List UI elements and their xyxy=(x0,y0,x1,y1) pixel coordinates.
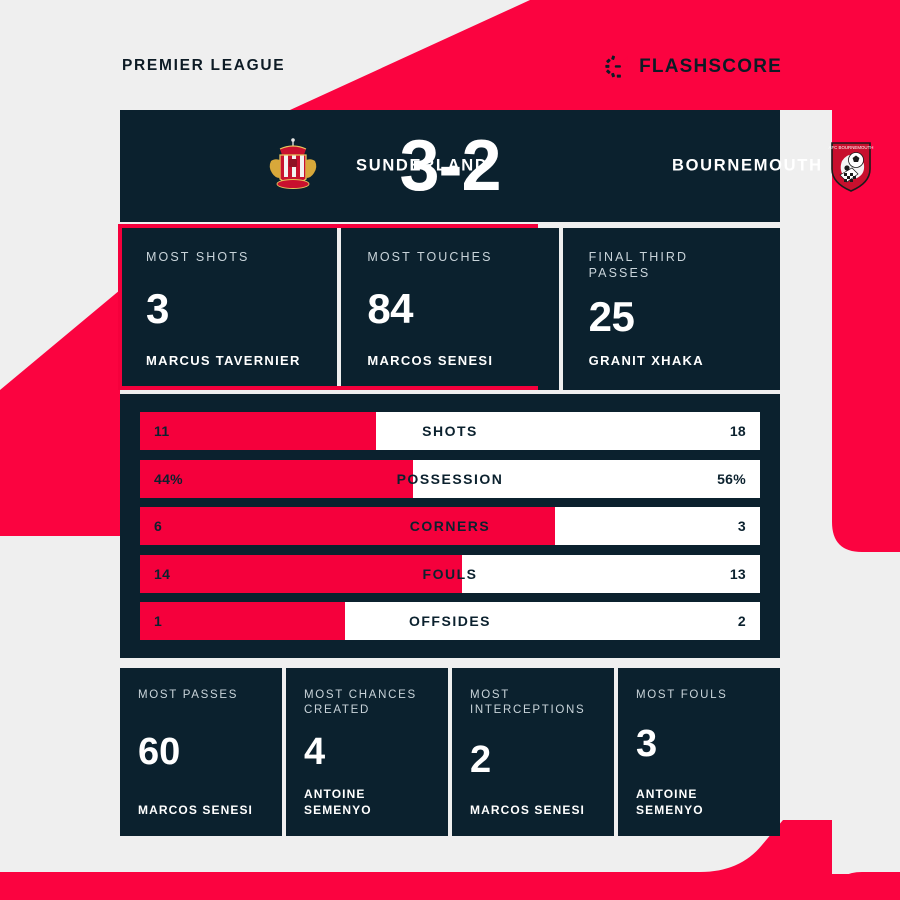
highlight-player: MARCOS SENESI xyxy=(367,353,494,369)
score-display: 3-2 xyxy=(399,126,501,206)
highlight-card: MOST SHOTS 3 MARCUS TAVERNIER xyxy=(120,228,338,390)
match-stats-comparison: 11 SHOTS 18 44% POSSESSION 56% 6 CORNERS… xyxy=(120,394,780,658)
stat-home-value: 1 xyxy=(154,613,163,629)
bottom-highlight-cards: MOST PASSES 60 MARCOS SENESI MOST CHANCE… xyxy=(120,668,780,836)
home-team-name: SUNDERLAND xyxy=(356,156,489,175)
highlight-card: MOST INTERCEPTIONS 2 MARCOS SENESI xyxy=(452,668,614,836)
highlight-card: MOST CHANCES CREATED 4 ANTOINE SEMENYO xyxy=(286,668,448,836)
stat-bar-home xyxy=(140,554,463,593)
sunderland-crest-icon xyxy=(262,135,324,197)
header: PREMIER LEAGUE FLASHSCORE xyxy=(0,0,900,110)
brand-name: FLASHSCORE xyxy=(639,55,782,77)
highlight-card: FINAL THIRD PASSES 25 GRANIT XHAKA xyxy=(562,228,780,390)
stat-away-value: 2 xyxy=(737,613,746,629)
highlight-card: MOST TOUCHES 84 MARCOS SENESI xyxy=(341,228,559,390)
accent-rule-left xyxy=(118,224,122,390)
stat-away-value: 3 xyxy=(737,518,746,534)
stat-label: SHOTS xyxy=(422,423,478,439)
stat-home-value: 11 xyxy=(154,423,170,439)
stat-bar-home xyxy=(140,459,413,498)
stat-bar-home xyxy=(140,412,376,450)
bournemouth-crest-icon: AFC BOURNEMOUTH xyxy=(820,135,882,197)
highlight-card: MOST PASSES 60 MARCOS SENESI xyxy=(120,668,282,836)
highlight-player: MARCUS TAVERNIER xyxy=(146,353,301,369)
highlight-title: MOST TOUCHES xyxy=(367,250,493,264)
away-team-name: BOURNEMOUTH xyxy=(672,156,823,175)
highlight-title: MOST SHOTS xyxy=(146,250,250,264)
highlight-value: 60 xyxy=(138,731,181,774)
highlight-value: 3 xyxy=(146,285,169,333)
highlight-value: 2 xyxy=(470,738,492,781)
accent-rule-top xyxy=(120,224,538,228)
stat-label: FOULS xyxy=(422,565,478,582)
flashscore-speedometer-icon xyxy=(605,55,628,78)
stat-away-value: 13 xyxy=(729,565,746,582)
highlight-value: 3 xyxy=(636,723,658,766)
highlight-player: GRANIT XHAKA xyxy=(588,353,704,369)
highlight-title: MOST PASSES xyxy=(138,689,239,701)
stat-home-value: 44% xyxy=(154,470,183,487)
stat-home-value: 14 xyxy=(154,565,171,582)
scoreboard: SUNDERLAND 3-2 BOURNEMOUTH AFC BOURNEMOU… xyxy=(120,110,873,222)
stat-label: CORNERS xyxy=(409,518,491,534)
bg-shape-bottom-right-fill xyxy=(832,874,900,900)
highlight-player: ANTOINE SEMENYO xyxy=(304,786,372,817)
bg-shape-bottom-right-block xyxy=(832,872,900,900)
highlight-title: MOST FOULS xyxy=(636,689,728,701)
bg-shape-left-wedge xyxy=(0,290,120,536)
stat-row: 11 SHOTS 18 xyxy=(140,412,760,450)
stat-bar-home xyxy=(140,507,556,545)
accent-rule-bottom xyxy=(120,386,538,390)
stat-away-value: 18 xyxy=(729,423,746,439)
league-title: PREMIER LEAGUE xyxy=(122,57,286,74)
highlight-value: 25 xyxy=(588,293,635,341)
stat-row: 14 FOULS 13 xyxy=(140,554,760,593)
stat-home-value: 6 xyxy=(154,518,163,534)
highlight-title: FINAL THIRD PASSES xyxy=(588,250,689,280)
highlight-card: MOST FOULS 3 ANTOINE SEMENYO xyxy=(618,668,780,836)
stat-away-value: 56% xyxy=(717,470,746,487)
stat-row: 1 OFFSIDES 2 xyxy=(140,602,760,640)
highlight-title: MOST INTERCEPTIONS xyxy=(470,689,586,716)
highlight-title: MOST CHANCES CREATED xyxy=(304,689,417,716)
top-highlight-cards: MOST SHOTS 3 MARCUS TAVERNIER MOST TOUCH… xyxy=(120,228,780,390)
highlight-value: 4 xyxy=(304,730,326,773)
highlight-value: 84 xyxy=(367,285,414,333)
highlight-player: MARCOS SENESI xyxy=(470,802,585,817)
stat-label: POSSESSION xyxy=(396,470,504,487)
stat-bar-home xyxy=(140,602,345,640)
brand-logo: FLASHSCORE xyxy=(603,53,782,80)
stat-row: 6 CORNERS 3 xyxy=(140,507,760,545)
highlight-player: MARCOS SENESI xyxy=(138,802,253,817)
stat-label: OFFSIDES xyxy=(408,613,491,629)
stat-row: 44% POSSESSION 56% xyxy=(140,459,760,498)
highlight-player: ANTOINE SEMENYO xyxy=(636,786,704,817)
svg-text:AFC BOURNEMOUTH: AFC BOURNEMOUTH xyxy=(829,145,874,150)
